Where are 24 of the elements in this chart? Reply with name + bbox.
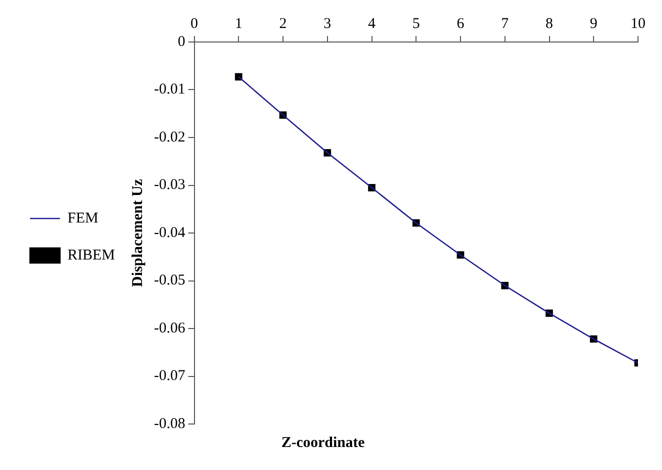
x-tick-label: 9	[590, 16, 598, 32]
x-tick-label: 8	[546, 16, 553, 32]
x-tick-label: 1	[234, 16, 242, 32]
legend-label: FEM	[68, 210, 98, 226]
y-tick-label: -0.08	[154, 416, 186, 432]
x-tick-label: 6	[456, 16, 465, 32]
legend-label: RIBEM	[68, 247, 116, 264]
y-axis-title: Displacement Uz	[130, 178, 146, 287]
x-tick-label: 0	[190, 16, 198, 32]
x-tick-label: 4	[368, 16, 376, 32]
x-tick-label: 5	[412, 16, 420, 32]
y-tick-label: -0.05	[154, 272, 186, 289]
y-tick-label: -0.02	[154, 129, 186, 146]
y-tick-label: -0.03	[154, 177, 186, 194]
y-tick-label: -0.01	[154, 82, 186, 98]
x-tick-label: 10	[630, 16, 646, 32]
x-axis-title: Z-coordinate	[281, 434, 365, 451]
x-tick-label: 7	[501, 16, 510, 32]
y-tick-label: 0	[178, 34, 186, 50]
x-tick-label: 2	[279, 16, 287, 32]
y-tick-label: -0.06	[154, 320, 186, 336]
y-tick-label: -0.07	[154, 368, 186, 384]
x-tick-label: 3	[324, 16, 332, 32]
y-tick-label: -0.04	[154, 224, 186, 241]
